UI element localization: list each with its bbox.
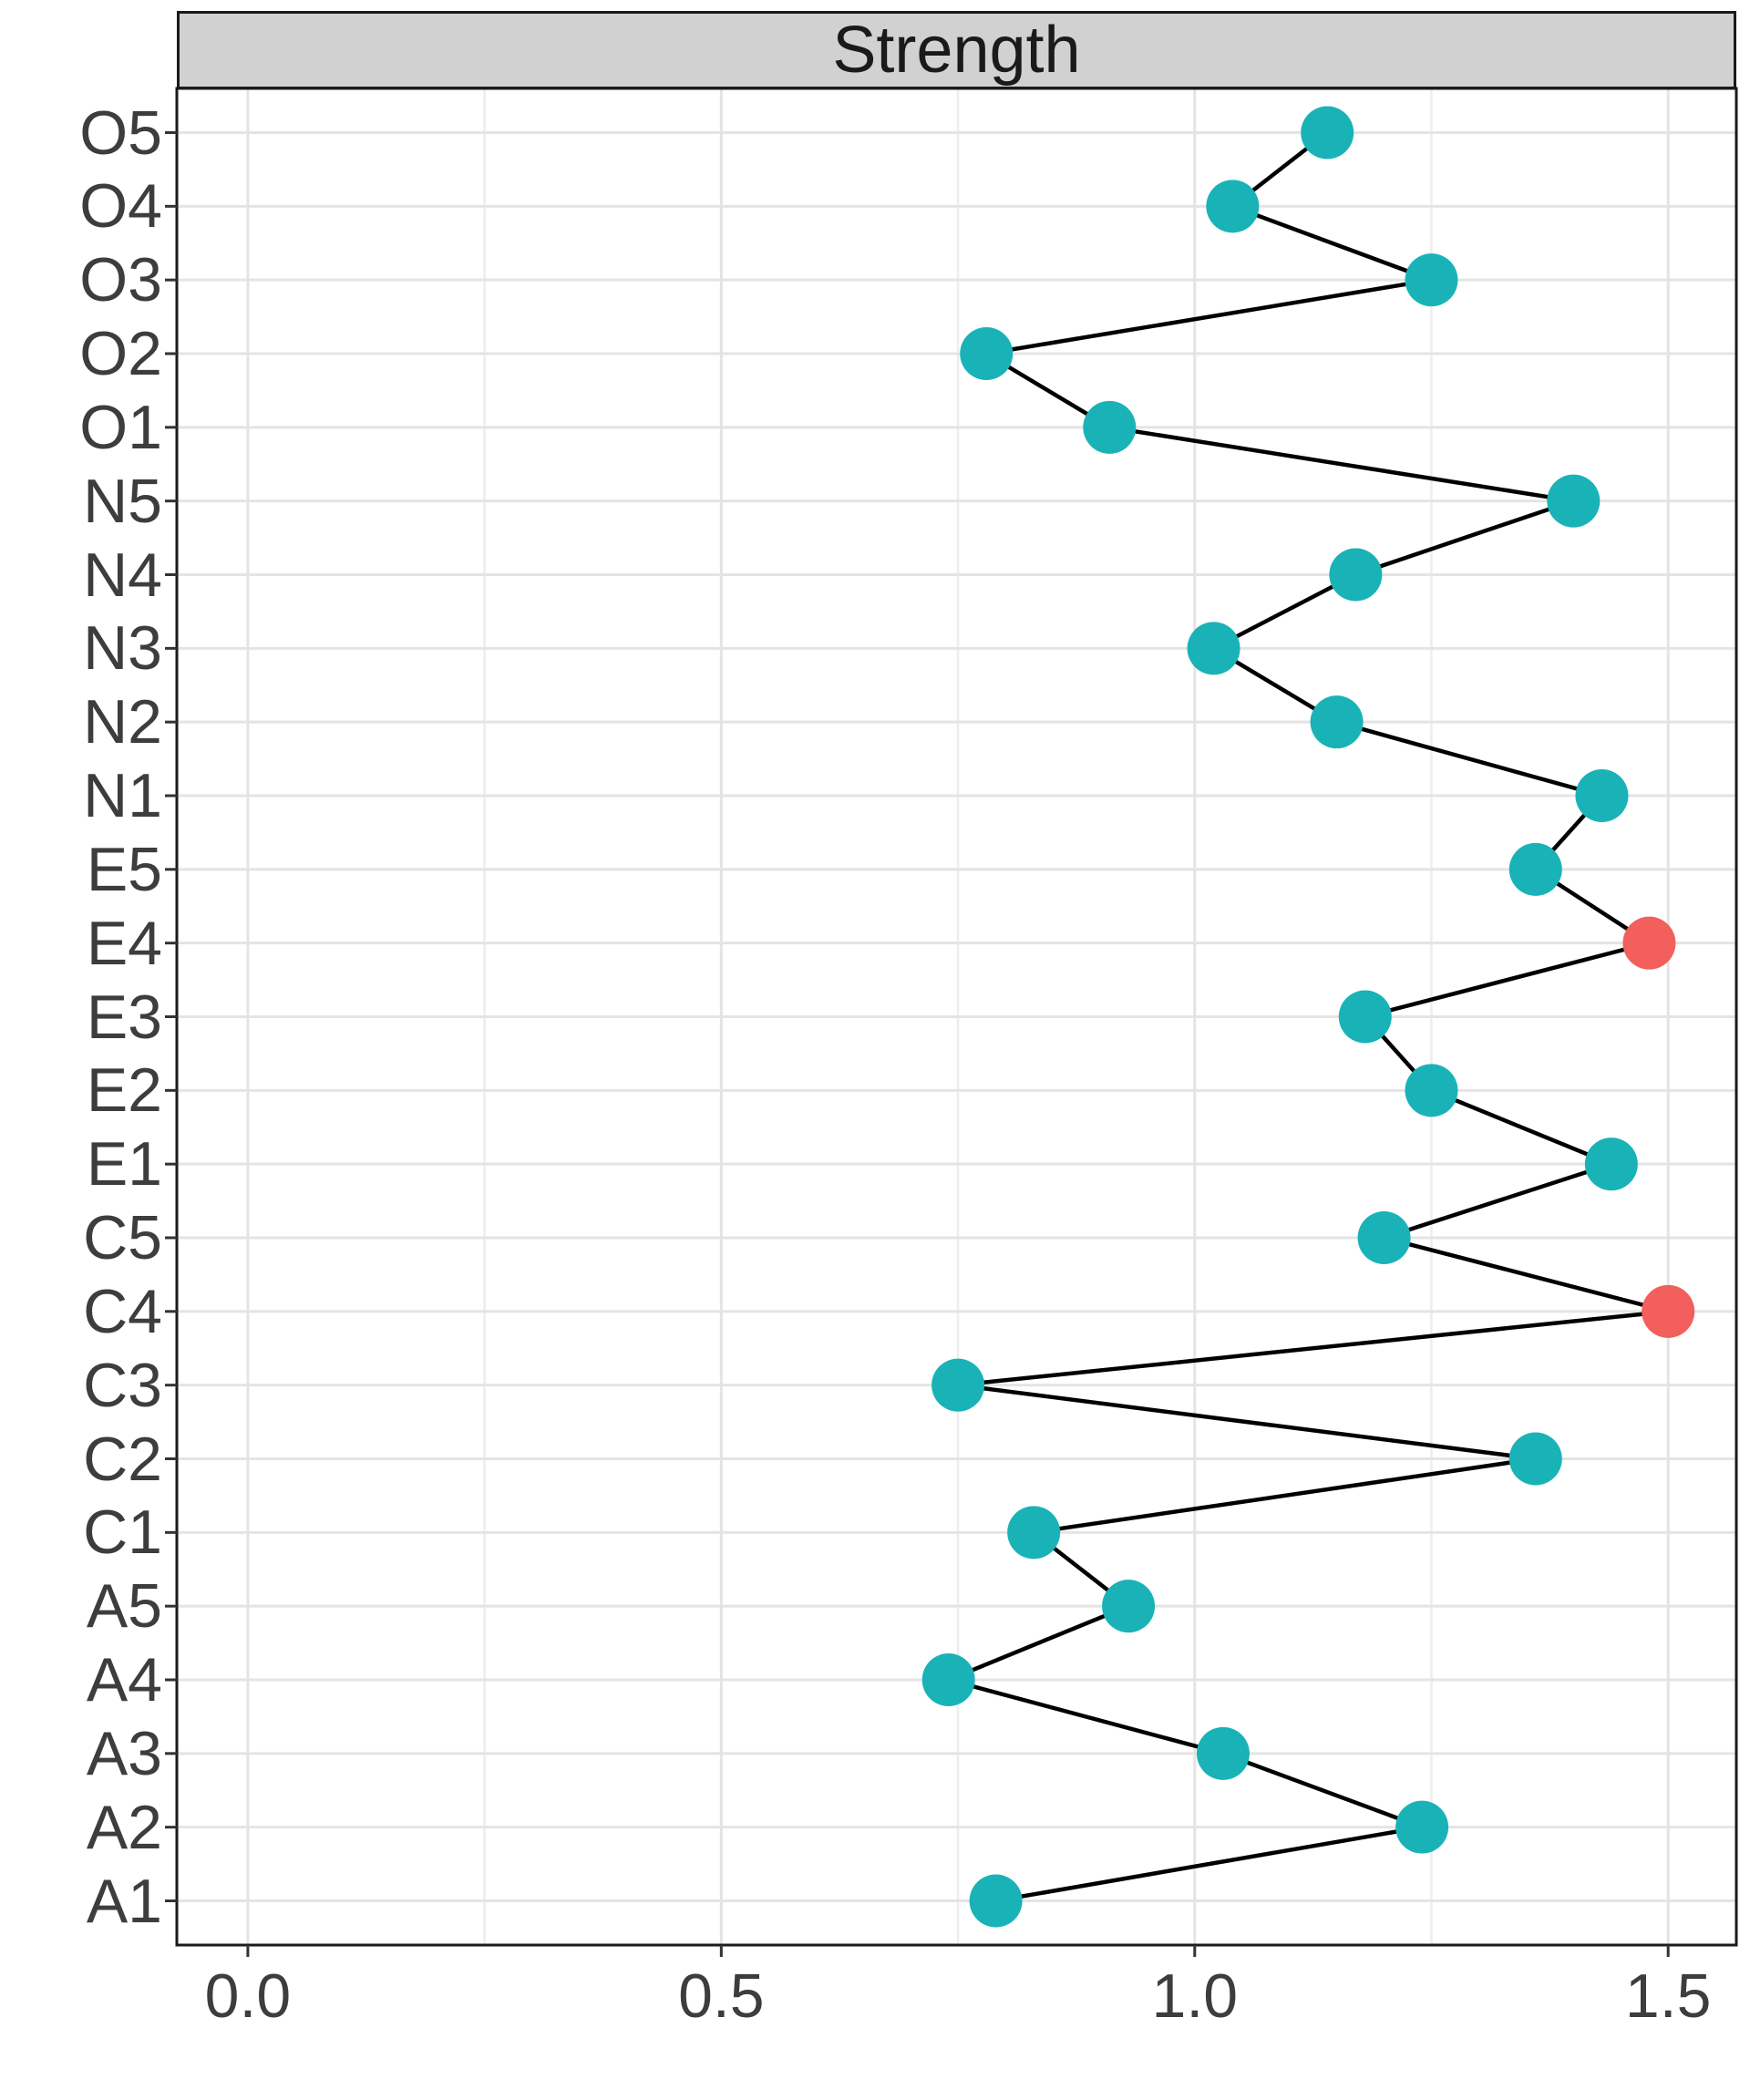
x-tick-label-0.5: 0.5	[678, 1961, 765, 2031]
point-A4	[921, 1653, 975, 1706]
point-A3	[1196, 1726, 1250, 1780]
point-O2	[960, 327, 1014, 380]
y-tick-label-O4: O4	[79, 171, 162, 242]
x-tick-label-0.0: 0.0	[204, 1961, 292, 2031]
point-N1	[1575, 769, 1629, 822]
y-tick-label-O2: O2	[79, 319, 162, 388]
y-tick-label-A2: A2	[86, 1792, 162, 1862]
point-C2	[1508, 1432, 1562, 1486]
y-tick-label-A4: A4	[86, 1645, 162, 1714]
point-O3	[1405, 253, 1458, 307]
y-tick-label-E4: E4	[86, 908, 162, 978]
y-tick-label-A5: A5	[86, 1571, 162, 1642]
y-tick-label-N4: N4	[83, 540, 162, 610]
point-N2	[1310, 695, 1364, 749]
point-E5	[1508, 842, 1562, 896]
y-tick-label-A3: A3	[86, 1718, 162, 1788]
y-tick-label-N2: N2	[83, 687, 162, 757]
point-O1	[1083, 400, 1137, 454]
point-E1	[1584, 1138, 1638, 1191]
point-C3	[932, 1358, 985, 1412]
point-C4-highlighted	[1642, 1284, 1695, 1338]
point-C1	[1007, 1506, 1061, 1560]
y-tick-label-E1: E1	[86, 1129, 162, 1199]
point-C5	[1357, 1211, 1411, 1264]
point-A2	[1395, 1800, 1449, 1854]
point-N5	[1547, 474, 1601, 528]
y-tick-label-E3: E3	[86, 982, 162, 1052]
y-tick-label-N5: N5	[83, 466, 162, 536]
point-O5	[1301, 106, 1354, 160]
y-tick-label-A1: A1	[86, 1866, 162, 1936]
point-O4	[1206, 180, 1260, 233]
y-tick-label-C2: C2	[83, 1424, 162, 1494]
point-A1	[969, 1874, 1023, 1928]
point-N4	[1329, 548, 1383, 602]
y-tick-label-N3: N3	[83, 613, 162, 684]
y-tick-label-E2: E2	[86, 1055, 162, 1126]
y-tick-label-C4: C4	[83, 1276, 162, 1346]
facet-strip: Strength	[177, 11, 1736, 89]
point-E2	[1405, 1064, 1458, 1117]
facet-strip-title: Strength	[832, 14, 1081, 87]
y-tick-label-E5: E5	[86, 834, 162, 904]
y-tick-label-O1: O1	[79, 392, 162, 462]
y-tick-label-O3: O3	[79, 245, 162, 315]
y-tick-label-C3: C3	[83, 1350, 162, 1420]
point-N3	[1187, 622, 1240, 675]
x-tick-label-1.0: 1.0	[1151, 1961, 1239, 2031]
y-tick-label-C1: C1	[83, 1498, 162, 1568]
y-tick-label-N1: N1	[83, 761, 162, 830]
y-tick-label-O5: O5	[79, 98, 162, 168]
point-E4-highlighted	[1622, 916, 1676, 970]
point-A5	[1102, 1580, 1156, 1633]
point-E3	[1338, 990, 1392, 1044]
y-tick-label-C5: C5	[83, 1203, 162, 1272]
x-tick-label-1.5: 1.5	[1624, 1961, 1712, 2031]
